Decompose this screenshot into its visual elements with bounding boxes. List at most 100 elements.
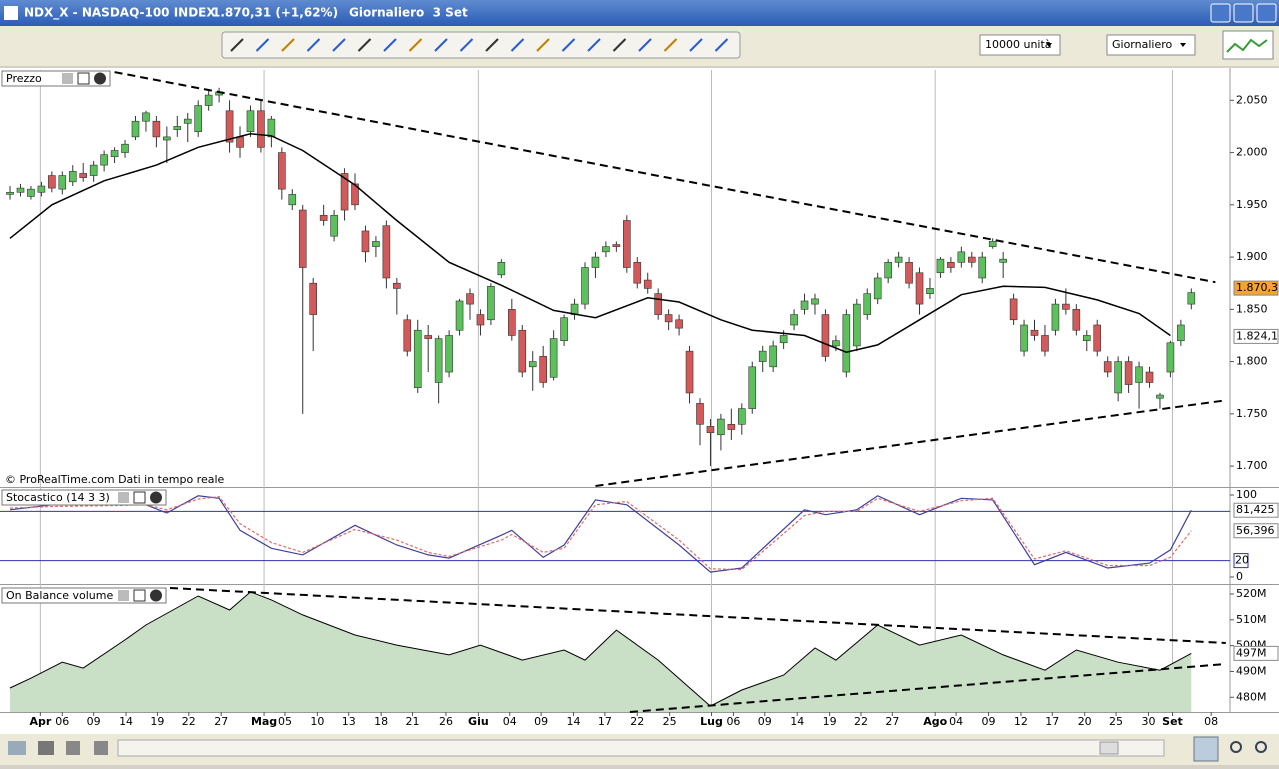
candle-body xyxy=(487,286,495,321)
candle-body xyxy=(361,230,370,253)
candle-body xyxy=(351,183,359,206)
obv-area xyxy=(10,591,1192,712)
period-dropdown[interactable] xyxy=(1106,34,1196,56)
candle-body xyxy=(696,403,704,425)
icon[interactable] xyxy=(94,741,108,755)
panel-maximize[interactable] xyxy=(133,589,146,602)
ma-label: 1.824,1 xyxy=(1236,329,1278,342)
candle-body xyxy=(68,171,77,183)
tool-icon xyxy=(714,38,729,52)
candle-body xyxy=(873,277,882,300)
status-icon[interactable] xyxy=(8,741,26,755)
candle-body xyxy=(1124,361,1133,385)
candle-body xyxy=(852,303,861,347)
candle-body xyxy=(298,209,307,268)
candle-body xyxy=(121,143,129,153)
units-dropdown[interactable] xyxy=(979,34,1061,56)
candle-body xyxy=(110,150,119,158)
tool-icon xyxy=(510,38,525,52)
candle-body xyxy=(1009,298,1018,321)
candle-body xyxy=(403,319,412,352)
icon xyxy=(1226,38,1268,53)
candle-body xyxy=(236,136,244,148)
candle-body xyxy=(278,152,286,190)
x-tick-label: 06 xyxy=(55,715,69,728)
x-tick-label: 21 xyxy=(406,715,420,728)
candle-body xyxy=(654,293,662,315)
minimize-button[interactable] xyxy=(1210,3,1231,23)
x-tick-label: 30 xyxy=(1141,715,1155,728)
ma-label-box xyxy=(1233,328,1279,344)
series-value-label-box xyxy=(1233,502,1279,518)
icon[interactable] xyxy=(66,741,80,755)
candle-body xyxy=(466,293,474,305)
y-tick-label: 0 xyxy=(1236,570,1243,583)
panel-maximize[interactable] xyxy=(133,491,146,504)
zoom-in[interactable] xyxy=(1255,741,1267,753)
panel-maximize[interactable] xyxy=(77,72,90,85)
panel-config[interactable] xyxy=(118,492,129,503)
close-button[interactable] xyxy=(1256,3,1277,23)
y-tick-label: 2.050 xyxy=(1236,93,1268,106)
candle-body xyxy=(163,136,171,141)
candle-body xyxy=(288,194,297,206)
tool-icon xyxy=(408,38,423,52)
panel-close[interactable] xyxy=(94,72,106,85)
candle-body xyxy=(1041,335,1049,352)
trendline xyxy=(114,71,1216,284)
x-tick-label: 14 xyxy=(119,715,133,728)
maximize-button[interactable] xyxy=(1233,3,1254,23)
trendline xyxy=(169,587,1226,644)
candle-body xyxy=(748,366,757,409)
candle-body xyxy=(518,329,527,373)
candle-body xyxy=(581,267,589,305)
zoom-button[interactable] xyxy=(1193,736,1219,762)
x-tick-label: 08 xyxy=(1204,715,1218,728)
candle-body xyxy=(591,256,600,268)
candle-body xyxy=(204,94,213,106)
print-icon[interactable] xyxy=(38,741,54,755)
candle-body xyxy=(37,185,46,193)
candle-body xyxy=(528,361,537,368)
x-tick-label: 04 xyxy=(503,715,517,728)
scrollbar[interactable] xyxy=(117,739,1165,757)
panel-title: Prezzo xyxy=(6,72,42,85)
x-tick-label: Apr xyxy=(29,715,51,728)
x-tick-label: 25 xyxy=(663,715,677,728)
obv-last-label-box xyxy=(1233,645,1279,661)
y-tick-label: 1.800 xyxy=(1236,355,1268,368)
panel-config[interactable] xyxy=(62,73,73,84)
y-tick-label: 1.700 xyxy=(1236,459,1268,472)
dropdown-arrow xyxy=(1180,43,1186,47)
candle-body xyxy=(539,356,547,383)
stochastic-line xyxy=(9,495,1192,573)
x-tick-label: 20 xyxy=(1078,715,1092,728)
candle-body xyxy=(821,314,830,357)
candle-body xyxy=(257,110,265,148)
x-tick-label: Giu xyxy=(468,715,489,728)
x-tick-label: 22 xyxy=(854,715,868,728)
scroll-thumb[interactable] xyxy=(1099,741,1119,755)
candle-body xyxy=(967,256,976,263)
tool-icon xyxy=(281,38,295,52)
candle-body xyxy=(100,154,108,166)
candle-body xyxy=(6,191,14,195)
panel-close[interactable] xyxy=(150,589,162,602)
x-tick-label: 22 xyxy=(630,715,644,728)
candle-body xyxy=(131,120,140,138)
period-label: Giornaliero xyxy=(1112,38,1173,51)
candle-body xyxy=(330,214,338,237)
panel-close[interactable] xyxy=(150,491,162,504)
candle-body xyxy=(413,329,422,389)
panel-config[interactable] xyxy=(118,590,129,601)
zoom-out[interactable] xyxy=(1230,741,1242,753)
candle-body xyxy=(549,338,558,378)
x-tick-label: 14 xyxy=(790,715,804,728)
x-tick-label: 19 xyxy=(150,715,164,728)
trendline xyxy=(629,663,1226,713)
y-tick-label: 100 xyxy=(1236,488,1257,501)
candle-body xyxy=(800,300,809,310)
x-tick-label: 26 xyxy=(439,715,453,728)
